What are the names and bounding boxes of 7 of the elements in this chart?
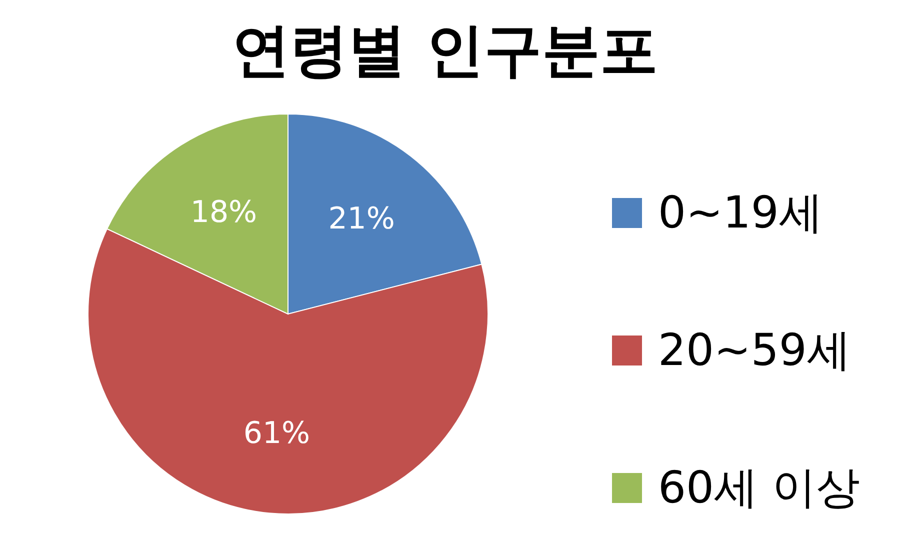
legend-label: 60세 이상: [658, 462, 860, 514]
data-label: 61%: [243, 416, 310, 451]
chart-title: 연령별 인구분포: [232, 16, 658, 84]
legend-label: 20~59세: [658, 325, 851, 376]
legend-label: 0~19세: [658, 188, 823, 238]
data-label: 18%: [190, 195, 258, 230]
data-label: 21%: [328, 202, 395, 237]
